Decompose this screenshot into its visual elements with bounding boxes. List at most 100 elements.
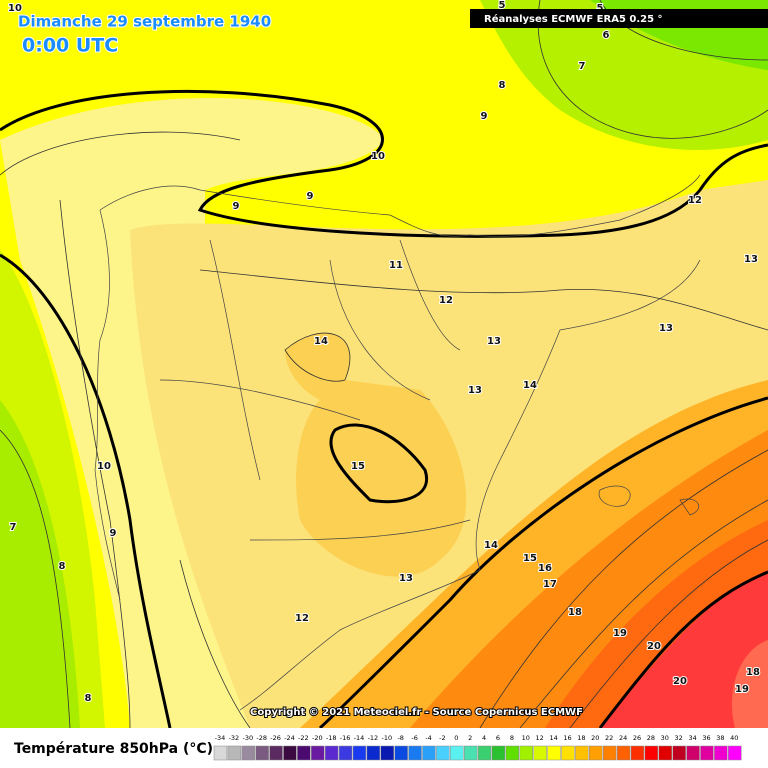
legend-swatch — [283, 745, 297, 761]
legend-tick: -14 — [354, 734, 365, 742]
legend-tick: -12 — [368, 734, 379, 742]
legend-tick: 0 — [454, 734, 458, 742]
isotherm — [199, 269, 768, 331]
legend-swatch — [450, 745, 464, 761]
contour-label: 8 — [59, 561, 66, 572]
legend-swatch — [213, 745, 228, 761]
isotherm — [329, 423, 429, 504]
legend-swatch — [630, 745, 645, 761]
legend-swatch — [463, 745, 478, 761]
legend-tick: 30 — [661, 734, 669, 742]
legend-tick: 32 — [675, 734, 683, 742]
contour-label: 16 — [538, 563, 552, 574]
contour-label: 9 — [481, 111, 488, 122]
legend-tick: 38 — [716, 734, 724, 742]
legend-swatch — [714, 745, 728, 761]
legend-tick: 20 — [591, 734, 599, 742]
legend-tick: -4 — [425, 734, 431, 742]
contour-label: 10 — [97, 461, 111, 472]
field-hot — [731, 640, 768, 728]
contour-label: 9 — [110, 528, 117, 539]
legend-swatch — [477, 745, 492, 761]
coastline — [94, 174, 701, 711]
legend-tick: -6 — [411, 734, 417, 742]
isotherms — [0, 0, 768, 730]
legend-tick: -28 — [256, 734, 267, 742]
legend-swatch — [672, 745, 686, 761]
legend-tick: -26 — [270, 734, 281, 742]
legend-tick: 18 — [577, 734, 585, 742]
legend-tick: 16 — [563, 734, 571, 742]
legend-swatch — [602, 745, 617, 761]
legend-swatch — [366, 745, 381, 761]
legend-tick: 24 — [619, 734, 627, 742]
legend-swatch — [269, 745, 283, 761]
isotherm — [569, 539, 768, 729]
contour-label: 10 — [8, 3, 22, 14]
legend-swatch — [311, 745, 325, 761]
legend-swatch — [728, 745, 742, 761]
legend-swatch — [658, 745, 672, 761]
legend-tick: 6 — [496, 734, 500, 742]
contour-label: 13 — [487, 336, 501, 347]
legend-tick: -20 — [312, 734, 323, 742]
contour-label: 12 — [295, 613, 309, 624]
contour-label: 12 — [688, 195, 702, 206]
isotherm — [0, 131, 241, 176]
contour-label: 8 — [499, 80, 506, 91]
legend-tick: -10 — [381, 734, 392, 742]
contour-labels: 10 5 5 6 7 8 9 10 9 9 12 13 11 12 13 14 13 13 14 15 10 9 7 8 14 1… — [7, 0, 761, 705]
contour-label: 20 — [673, 676, 687, 687]
contour-label: 13 — [399, 573, 413, 584]
isotherm — [318, 396, 768, 730]
field-cool — [0, 400, 80, 728]
isotherm — [0, 89, 768, 238]
legend-tick: -2 — [439, 734, 445, 742]
contour-label: 11 — [389, 260, 403, 271]
isotherm — [284, 332, 351, 382]
contour-label: 5 — [499, 0, 506, 11]
isotherm — [59, 199, 131, 729]
copyright: Copyright © 2021 Meteociel.fr - Source C… — [250, 707, 583, 718]
field-hot — [600, 570, 768, 728]
map-time: 0:00 UTC — [22, 35, 118, 57]
contour-label: 8 — [85, 693, 92, 704]
contour-label: 6 — [603, 30, 610, 41]
contour-label: 7 — [579, 61, 586, 72]
contour-label: 18 — [568, 607, 582, 618]
contour-label: 13 — [744, 254, 758, 265]
legend-swatch — [255, 745, 269, 761]
legend-tick: -24 — [284, 734, 295, 742]
legend-tick: 8 — [510, 734, 514, 742]
legend-tick: 22 — [605, 734, 613, 742]
legend-tick: -32 — [229, 734, 240, 742]
contour-label: 15 — [523, 553, 537, 564]
legend-tick: 34 — [688, 734, 696, 742]
legend-tick: -30 — [242, 734, 253, 742]
legend-tick: -18 — [326, 734, 337, 742]
legend-swatch — [241, 745, 255, 761]
legend-swatch — [589, 745, 603, 761]
legend-tick: 36 — [702, 734, 710, 742]
legend-swatch — [533, 745, 547, 761]
legend-swatch — [616, 745, 631, 761]
contour-label: 17 — [543, 579, 557, 590]
legend-tick: -22 — [298, 734, 309, 742]
isotherm — [598, 570, 768, 729]
contour-label: 10 — [371, 151, 385, 162]
legend-tick: 40 — [730, 734, 738, 742]
contour-label: 14 — [484, 540, 498, 551]
contour-label: 19 — [613, 628, 627, 639]
legend-swatch — [338, 745, 353, 761]
isotherm — [179, 559, 251, 729]
contour-label: 20 — [647, 641, 661, 652]
legend-swatch — [700, 745, 714, 761]
contour-label: 19 — [735, 684, 749, 695]
legend-tick: 4 — [482, 734, 486, 742]
legend-tick: 28 — [647, 734, 655, 742]
source-label: Réanalyses ECMWF ERA5 0.25 ° — [484, 13, 663, 25]
contour-label: 5 — [597, 3, 604, 14]
map-title: Dimanche 29 septembre 1940 — [18, 13, 271, 31]
legend-swatch — [422, 745, 436, 761]
legend-swatch — [547, 745, 561, 761]
